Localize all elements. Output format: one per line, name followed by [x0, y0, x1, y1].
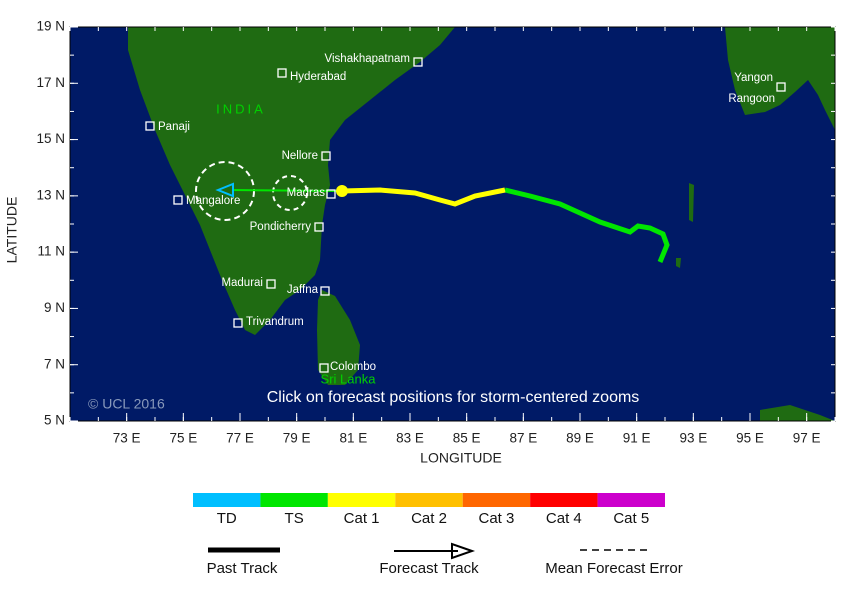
legend-label: Cat 2: [411, 510, 447, 527]
city-marker: [314, 222, 324, 232]
storm-track: [195, 161, 670, 263]
legend-swatch: [462, 493, 531, 507]
city-label: Jaffna: [287, 284, 319, 296]
x-tick-label: 95 E: [736, 431, 764, 446]
legend-swatch: [597, 493, 665, 507]
x-tick-label: 81 E: [339, 431, 367, 446]
note: Click on forecast positions for storm-ce…: [267, 389, 640, 406]
y-axis-label: LATITUDE: [4, 197, 20, 264]
city-marker: [277, 68, 287, 78]
x-tick-label: 79 E: [283, 431, 311, 446]
x-axis-label: LONGITUDE: [420, 450, 502, 466]
city-label: Mangalore: [186, 195, 240, 207]
x-tick-label: 77 E: [226, 431, 254, 446]
land: [128, 27, 835, 421]
city-label: Nellore: [282, 150, 318, 162]
y-tick-label: 9 N: [44, 300, 65, 315]
legend-label: Cat 1: [344, 510, 380, 527]
legend-label: TS: [285, 510, 304, 527]
cities: Vishakhapatnam Hyderabad Panaji Nellore Mang…: [145, 53, 786, 373]
city-marker: [173, 195, 183, 205]
ticks: 73 E 75 E 77 E 79 E 81 E 83 E 85 E 87 E 89 E 91 E…: [36, 19, 836, 446]
x-tick-label: 97 E: [793, 431, 821, 446]
city-marker: [326, 189, 336, 199]
legend-swatch: [193, 493, 261, 507]
past-track: [504, 187, 670, 263]
x-tick-label: 73 E: [113, 431, 141, 446]
forecast-arrow: [215, 182, 234, 198]
city-label: Trivandrum: [246, 316, 304, 328]
y-tick-label: 5 N: [44, 413, 65, 428]
city-marker: [413, 57, 423, 67]
x-tick-label: 83 E: [396, 431, 424, 446]
legend-swatch: [395, 493, 463, 507]
legend-swatch: [530, 493, 598, 507]
forecast-track: [231, 189, 343, 192]
city-label: Colombo: [330, 361, 376, 373]
city-marker: [145, 121, 155, 131]
y-tick-label: 17 N: [36, 75, 65, 90]
legend-label: Cat 4: [546, 510, 582, 527]
city-marker: [233, 318, 243, 328]
legend-label: Forecast Track: [379, 560, 479, 577]
city-label: Madras: [287, 187, 326, 199]
city-marker: [266, 279, 276, 289]
x-tick-label: 87 E: [509, 431, 537, 446]
city-marker: [319, 363, 329, 373]
y-tick-label: 13 N: [36, 187, 65, 202]
y-tick-label: 11 N: [37, 244, 65, 259]
y-tick-label: 7 N: [44, 356, 65, 371]
y-tick-label: 19 N: [36, 19, 65, 34]
x-tick-label: 91 E: [623, 431, 651, 446]
legend-swatch: [260, 493, 328, 507]
storm-position[interactable]: [336, 185, 348, 197]
city-marker: [776, 82, 786, 92]
legend-label: Cat 3: [478, 510, 514, 527]
legend-label: Cat 5: [613, 510, 649, 527]
city-label: Panaji: [158, 121, 190, 133]
city-marker: [321, 151, 331, 161]
city-marker: [320, 286, 330, 296]
copyright: © UCL 2016: [88, 396, 165, 412]
y-tick-label: 15 N: [36, 131, 65, 146]
forecast-arrow-sample: [451, 542, 476, 560]
x-tick-label: 89 E: [566, 431, 594, 446]
city-label: Vishakhapatnam: [325, 53, 410, 65]
x-tick-label: 75 E: [169, 431, 197, 446]
city-label: Rangoon: [728, 93, 775, 105]
past-track: [341, 187, 506, 207]
city-label: Madurai: [221, 277, 263, 289]
x-tick-label: 93 E: [679, 431, 707, 446]
city-label: Hyderabad: [290, 71, 346, 83]
region-label: INDIA: [216, 101, 266, 116]
legend-label: TD: [217, 510, 237, 527]
legend-label: Mean Forecast Error: [545, 560, 683, 577]
legend: Past Track Forecast Track Mean Forecast …: [193, 493, 683, 577]
x-tick-label: 85 E: [453, 431, 481, 446]
city-label: Yangon: [734, 72, 773, 84]
city-label: Pondicherry: [250, 221, 312, 233]
legend-swatch: [327, 493, 396, 507]
region-label: Sri Lanka: [321, 371, 377, 386]
error-circle: [272, 175, 308, 211]
legend-label: Past Track: [207, 560, 278, 577]
